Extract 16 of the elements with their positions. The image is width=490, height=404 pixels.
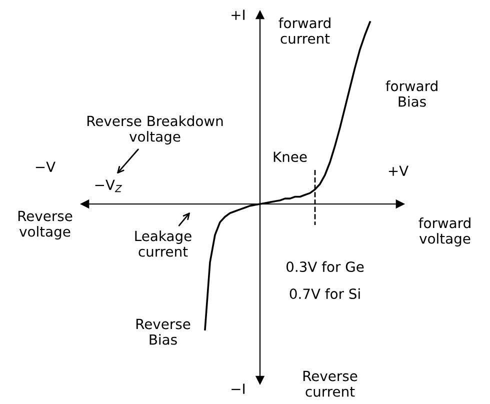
text: −V	[36, 162, 56, 172]
annotation: forward Bias	[386, 80, 438, 107]
annotation: 0.7V for Si	[290, 288, 360, 300]
annotation: +V	[388, 166, 408, 176]
text: Reverse current	[303, 370, 358, 397]
text: +I	[232, 10, 244, 20]
text: Reverse voltage	[18, 210, 72, 240]
annotation: 0.3V for Ge	[286, 261, 364, 272]
text: −I	[232, 384, 244, 394]
annotation: forward current	[278, 18, 330, 44]
annotation: Reverse Bias	[136, 318, 190, 345]
annotation: −V$_{Z}$	[95, 180, 122, 192]
annotation: Knee	[274, 152, 307, 162]
annotation: Leakage current	[135, 230, 192, 257]
text: forward voltage	[418, 218, 470, 246]
annotation: Reverse Breakdown voltage	[87, 116, 223, 144]
